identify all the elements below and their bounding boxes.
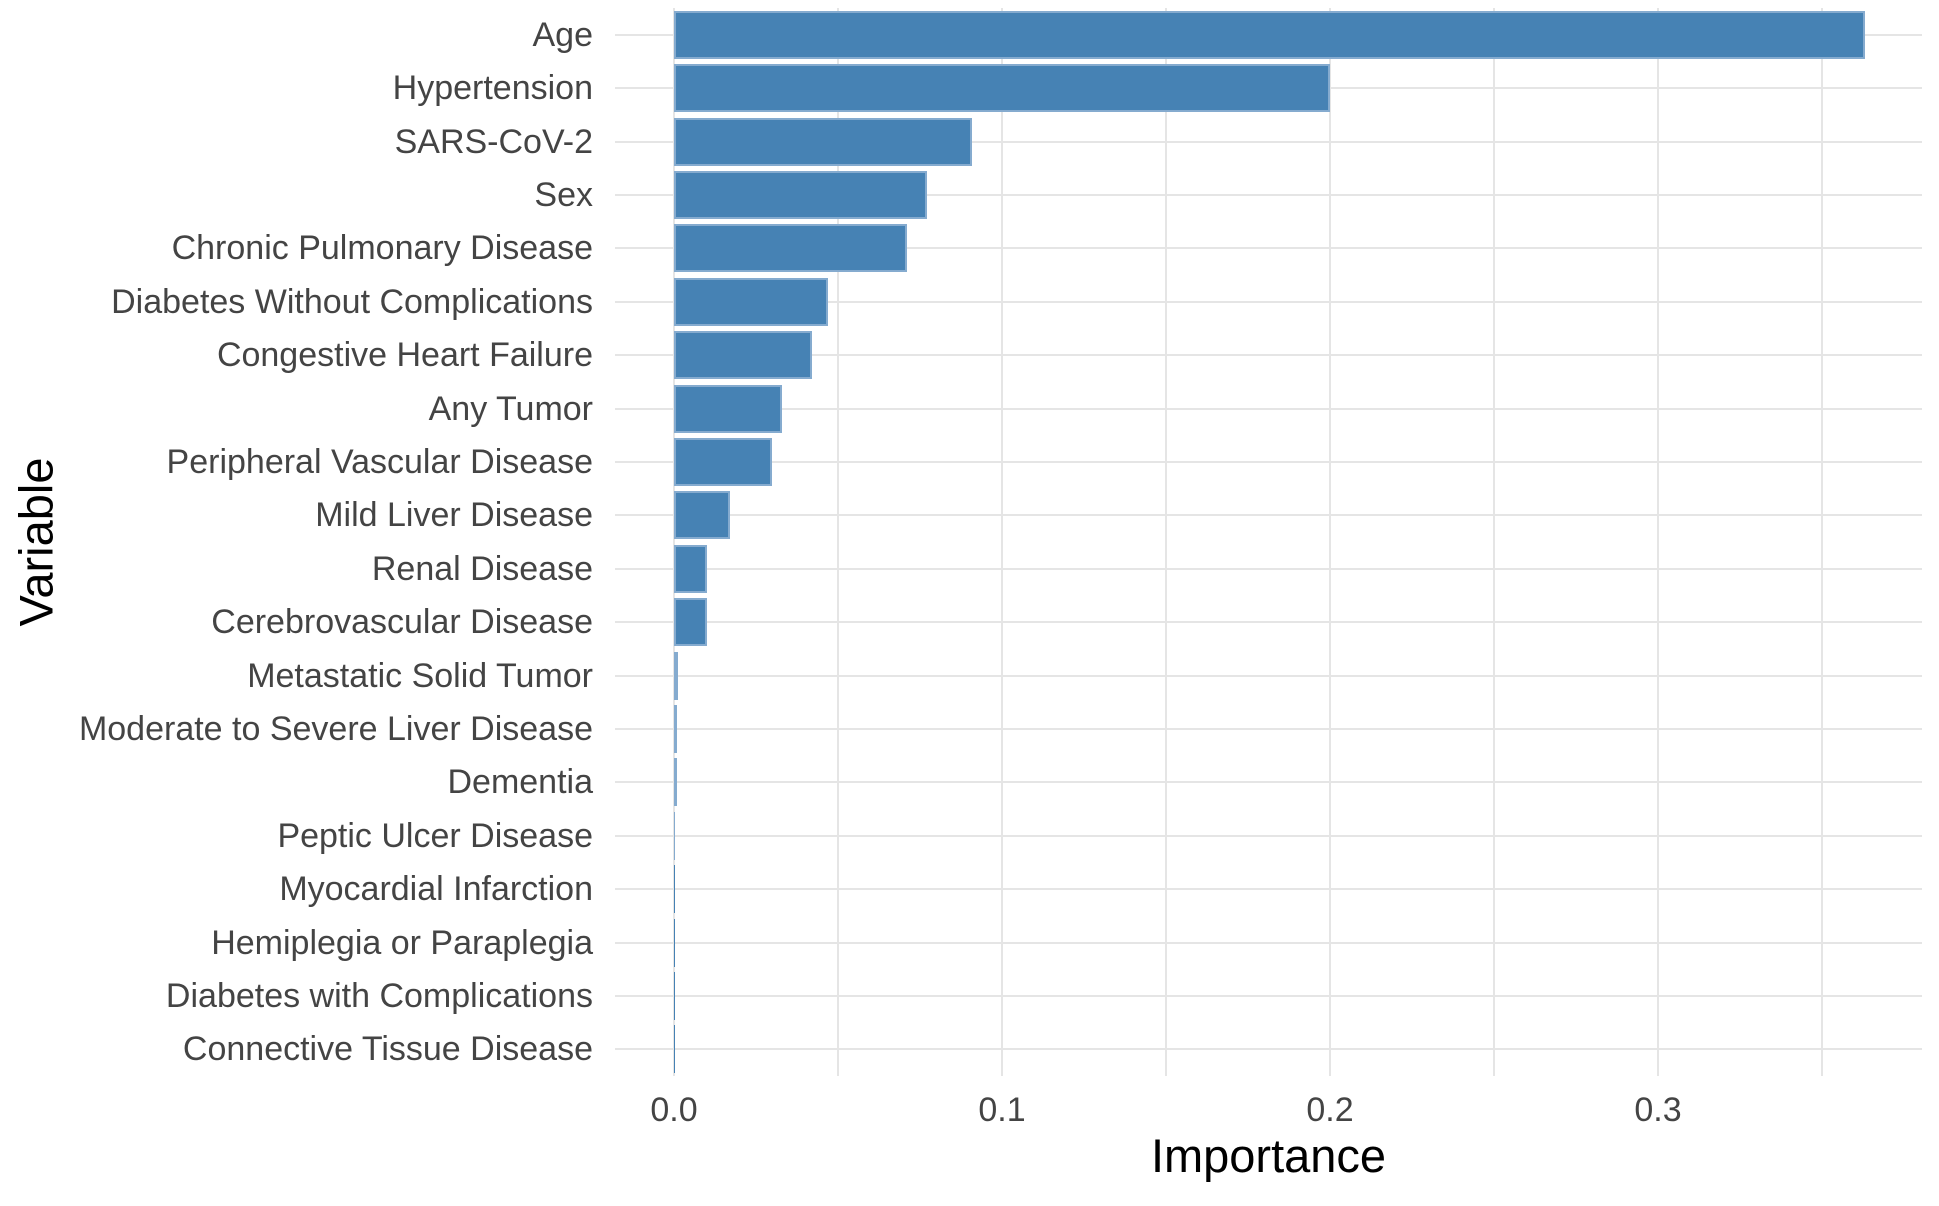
category-label: Congestive Heart Failure: [216, 336, 593, 375]
importance-bar: [674, 170, 927, 219]
x-tick-label: 0.3: [1634, 1091, 1682, 1129]
importance-bar: [674, 598, 707, 647]
category-label: Mild Liver Disease: [315, 496, 593, 535]
category-label: Chronic Pulmonary Disease: [171, 229, 593, 268]
category-label: Hypertension: [392, 69, 593, 108]
category-label: Cerebrovascular Disease: [211, 603, 593, 642]
importance-bar: [674, 491, 730, 540]
plot-panel: [615, 8, 1922, 1076]
horizontal-gridline: [615, 781, 1922, 784]
horizontal-gridline: [615, 354, 1922, 357]
x-axis-title: Importance: [1150, 1129, 1387, 1182]
x-tick-label: 0.2: [1306, 1091, 1354, 1129]
vertical-gridline: [1657, 8, 1659, 1076]
importance-bar: [674, 758, 677, 807]
vertical-gridline: [673, 8, 675, 1076]
importance-bar: [674, 224, 907, 273]
x-tick-label: 0.1: [978, 1091, 1026, 1129]
vertical-gridline: [1001, 8, 1003, 1076]
horizontal-gridline: [615, 834, 1922, 837]
importance-bar: [674, 64, 1330, 113]
importance-bar: [674, 811, 675, 860]
x-axis-tick-labels: 0.0 0.1 0.2 0.3: [0, 1090, 1939, 1134]
category-label: Diabetes with Complications: [165, 976, 593, 1015]
importance-bar: [674, 704, 677, 753]
category-label: Myocardial Infarction: [279, 870, 593, 909]
horizontal-gridline: [615, 514, 1922, 517]
importance-bar: [674, 10, 1865, 59]
vertical-gridline: [1821, 8, 1823, 1076]
category-label: Renal Disease: [371, 549, 593, 588]
x-tick-label: 0.0: [650, 1091, 698, 1129]
category-label: SARS-CoV-2: [394, 122, 593, 161]
importance-bar: [674, 277, 829, 326]
importance-bar: [674, 651, 679, 700]
horizontal-gridline: [615, 300, 1922, 303]
horizontal-gridline: [615, 567, 1922, 570]
horizontal-gridline: [615, 674, 1922, 677]
vertical-gridline: [837, 8, 839, 1076]
horizontal-gridline: [615, 621, 1922, 624]
y-axis-labels: Age Hypertension SARS-CoV-2 Sex Chronic Pulm…: [0, 8, 593, 1076]
horizontal-gridline: [615, 407, 1922, 410]
importance-bar: [674, 117, 973, 166]
category-label: Diabetes Without Complications: [111, 282, 593, 321]
category-label: Moderate to Severe Liver Disease: [78, 709, 593, 748]
vertical-gridline: [1329, 8, 1331, 1076]
horizontal-gridline: [615, 727, 1922, 730]
horizontal-gridline: [615, 193, 1922, 196]
category-label: Sex: [534, 175, 593, 214]
importance-bar: [674, 544, 707, 593]
horizontal-gridline: [615, 888, 1922, 891]
importance-bar: [674, 437, 773, 486]
horizontal-gridline: [615, 247, 1922, 250]
horizontal-gridline: [615, 140, 1922, 143]
category-label: Age: [532, 15, 594, 54]
importance-bar: [674, 331, 812, 380]
horizontal-gridline: [615, 1048, 1922, 1051]
category-label: Any Tumor: [428, 389, 593, 428]
importance-bar: [674, 384, 783, 433]
horizontal-gridline: [615, 460, 1922, 463]
category-label: Metastatic Solid Tumor: [247, 656, 593, 695]
vertical-gridline: [1165, 8, 1167, 1076]
category-label: Dementia: [447, 763, 593, 802]
category-label: Hemiplegia or Paraplegia: [211, 923, 593, 962]
category-label: Peptic Ulcer Disease: [277, 816, 593, 855]
horizontal-gridline: [615, 941, 1922, 944]
vertical-gridline: [1493, 8, 1495, 1076]
horizontal-gridline: [615, 994, 1922, 997]
category-label: Connective Tissue Disease: [182, 1030, 593, 1069]
category-label: Peripheral Vascular Disease: [166, 442, 593, 481]
